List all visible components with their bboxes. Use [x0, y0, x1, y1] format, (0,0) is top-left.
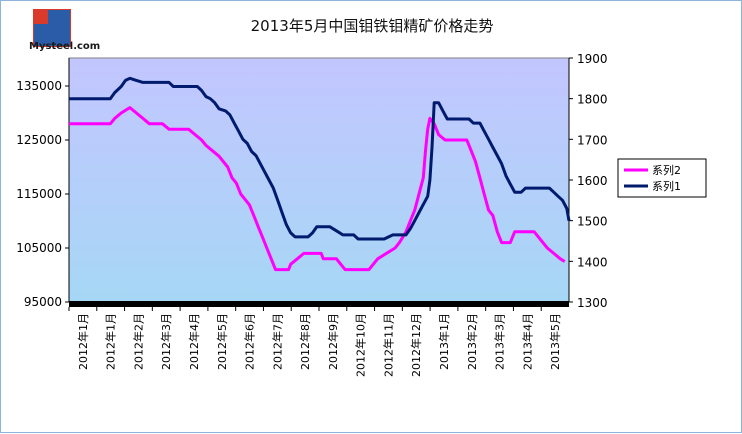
right-tick-label: 1400	[577, 255, 608, 269]
x-tick-label: 2012年5月	[215, 313, 229, 370]
x-tick-label: 2012年3月	[159, 313, 173, 370]
x-tick-label: 2012年1月	[104, 313, 118, 370]
x-tick-label: 2012年10月	[354, 313, 368, 377]
x-tick-label: 2012年8月	[298, 313, 312, 370]
left-tick-label: 125000	[16, 133, 62, 147]
left-tick-label: 95000	[24, 295, 62, 309]
left-tick-label: 115000	[16, 187, 62, 201]
series-line-2	[69, 76, 571, 241]
right-tick-label: 1600	[577, 174, 608, 188]
right-tick-label: 1800	[577, 93, 608, 107]
series-line-1	[69, 106, 566, 272]
x-tick-label: 2012年11月	[381, 313, 395, 377]
right-tick-label: 1700	[577, 133, 608, 147]
x-tick-label: 2012年12月	[409, 313, 423, 377]
left-tick-label: 135000	[16, 79, 62, 93]
x-tick-label: 2012年9月	[326, 313, 340, 370]
x-tick-label: 2012年7月	[270, 313, 284, 370]
legend	[617, 158, 707, 198]
mysteel-logo: Mysteel.com	[29, 9, 100, 55]
right-tick-label: 1900	[577, 52, 608, 66]
legend-label: 系列1	[652, 179, 681, 193]
x-tick-label: 2012年4月	[187, 313, 201, 370]
left-tick-label: 105000	[16, 241, 62, 255]
x-tick-label: 2012年1月	[76, 313, 90, 370]
x-tick-label: 2013年1月	[437, 313, 451, 370]
x-tick-label: 2012年2月	[131, 313, 145, 370]
plot-floor	[69, 301, 569, 307]
legend-label: 系列2	[652, 163, 681, 177]
x-tick-label: 2013年4月	[520, 313, 534, 370]
logo-mark	[33, 9, 71, 47]
x-tick-label: 2013年2月	[465, 313, 479, 370]
x-tick-label: 2012年6月	[243, 313, 257, 370]
right-tick-label: 1300	[577, 296, 608, 310]
chart-title: 2013年5月中国钼铁钼精矿价格走势	[250, 17, 494, 35]
plot-area	[68, 57, 570, 303]
x-tick-label: 2013年3月	[493, 313, 507, 370]
x-tick-label: 2013年5月	[548, 313, 562, 370]
logo-brand: Mysteel.com	[29, 41, 101, 52]
right-tick-label: 1500	[577, 215, 608, 229]
